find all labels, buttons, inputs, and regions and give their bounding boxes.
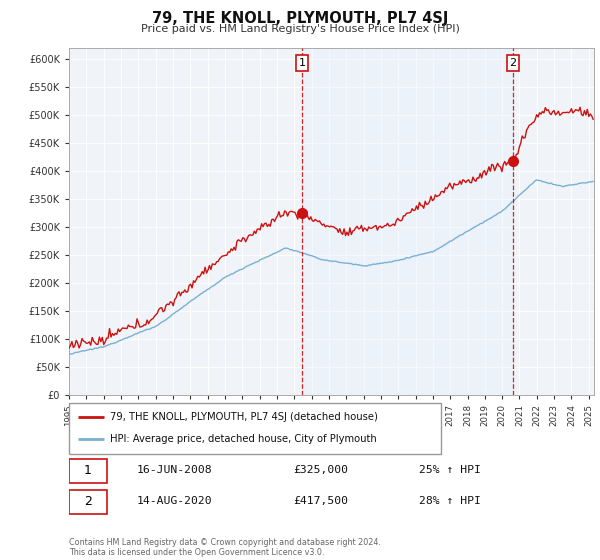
Text: £325,000: £325,000 [293, 465, 349, 475]
Bar [302, 48, 513, 395]
Text: 28% ↑ HPI: 28% ↑ HPI [419, 496, 481, 506]
Text: 79, THE KNOLL, PLYMOUTH, PL7 4SJ: 79, THE KNOLL, PLYMOUTH, PL7 4SJ [152, 11, 448, 26]
Text: 14-AUG-2020: 14-AUG-2020 [137, 496, 212, 506]
FancyBboxPatch shape [69, 403, 441, 454]
Text: 2: 2 [509, 58, 517, 68]
Text: 1: 1 [84, 464, 92, 477]
Text: 2: 2 [84, 494, 92, 508]
Text: Contains HM Land Registry data © Crown copyright and database right 2024.
This d: Contains HM Land Registry data © Crown c… [69, 538, 381, 557]
FancyBboxPatch shape [69, 489, 107, 514]
Text: 25% ↑ HPI: 25% ↑ HPI [419, 465, 481, 475]
Text: £417,500: £417,500 [293, 496, 349, 506]
Text: 1: 1 [299, 58, 305, 68]
Text: 16-JUN-2008: 16-JUN-2008 [137, 465, 212, 475]
Text: 79, THE KNOLL, PLYMOUTH, PL7 4SJ (detached house): 79, THE KNOLL, PLYMOUTH, PL7 4SJ (detach… [110, 412, 378, 422]
Text: Price paid vs. HM Land Registry's House Price Index (HPI): Price paid vs. HM Land Registry's House … [140, 24, 460, 34]
FancyBboxPatch shape [69, 459, 107, 483]
Text: HPI: Average price, detached house, City of Plymouth: HPI: Average price, detached house, City… [110, 435, 377, 445]
